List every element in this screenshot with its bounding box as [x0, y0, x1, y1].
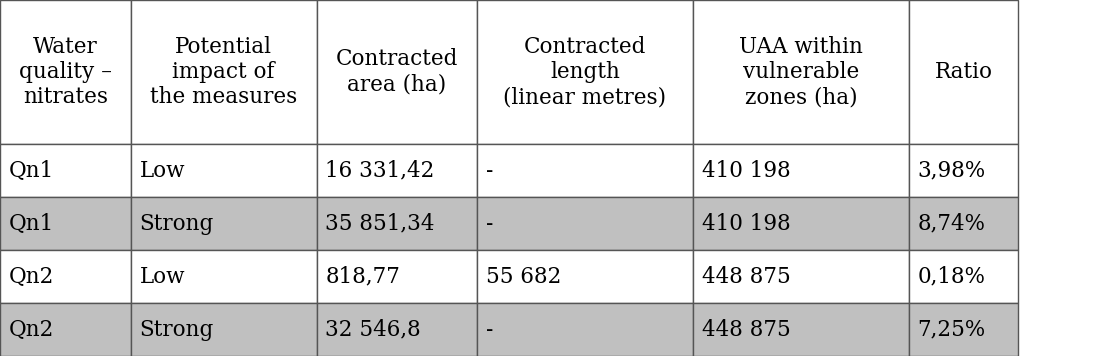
Text: Low: Low: [139, 266, 185, 288]
Text: Qn1: Qn1: [9, 159, 54, 182]
Bar: [0, 197, 131, 250]
Text: -: -: [486, 213, 494, 235]
Bar: [317, 303, 477, 356]
Bar: [909, 144, 1018, 197]
Text: 818,77: 818,77: [325, 266, 401, 288]
Text: -: -: [486, 319, 494, 341]
Bar: [477, 0, 693, 144]
Text: 7,25%: 7,25%: [918, 319, 986, 341]
Text: Low: Low: [139, 159, 185, 182]
Text: 0,18%: 0,18%: [918, 266, 985, 288]
Bar: [909, 197, 1018, 250]
Text: UAA within
vulnerable
zones (ha): UAA within vulnerable zones (ha): [739, 36, 862, 109]
Text: Qn1: Qn1: [9, 213, 54, 235]
Bar: [909, 0, 1018, 144]
Text: -: -: [486, 159, 494, 182]
Text: 410 198: 410 198: [702, 213, 790, 235]
Text: Strong: Strong: [139, 319, 214, 341]
Text: Contracted
length
(linear metres): Contracted length (linear metres): [504, 36, 666, 109]
Bar: [693, 197, 909, 250]
Text: 35 851,34: 35 851,34: [325, 213, 435, 235]
Text: Qn2: Qn2: [9, 266, 54, 288]
Bar: [693, 0, 909, 144]
Text: 16 331,42: 16 331,42: [325, 159, 435, 182]
Text: Contracted
area (ha): Contracted area (ha): [335, 48, 458, 96]
Text: 448 875: 448 875: [702, 319, 790, 341]
Bar: [0, 0, 131, 144]
Bar: [909, 303, 1018, 356]
Bar: [477, 144, 693, 197]
Bar: [0, 303, 131, 356]
Text: 32 546,8: 32 546,8: [325, 319, 421, 341]
Bar: [693, 144, 909, 197]
Text: 448 875: 448 875: [702, 266, 790, 288]
Bar: [131, 144, 317, 197]
Bar: [317, 197, 477, 250]
Text: Potential
impact of
the measures: Potential impact of the measures: [149, 36, 298, 109]
Text: 3,98%: 3,98%: [918, 159, 986, 182]
Text: 8,74%: 8,74%: [918, 213, 985, 235]
Bar: [693, 250, 909, 303]
Bar: [131, 303, 317, 356]
Bar: [317, 144, 477, 197]
Text: 55 682: 55 682: [486, 266, 561, 288]
Bar: [0, 250, 131, 303]
Text: Qn2: Qn2: [9, 319, 54, 341]
Text: Ratio: Ratio: [934, 61, 993, 83]
Bar: [477, 197, 693, 250]
Bar: [317, 250, 477, 303]
Bar: [317, 0, 477, 144]
Text: Strong: Strong: [139, 213, 214, 235]
Bar: [477, 303, 693, 356]
Bar: [477, 250, 693, 303]
Bar: [0, 144, 131, 197]
Bar: [909, 250, 1018, 303]
Text: 410 198: 410 198: [702, 159, 790, 182]
Bar: [131, 0, 317, 144]
Bar: [693, 303, 909, 356]
Bar: [131, 197, 317, 250]
Text: Water
quality –
nitrates: Water quality – nitrates: [19, 36, 112, 109]
Bar: [131, 250, 317, 303]
